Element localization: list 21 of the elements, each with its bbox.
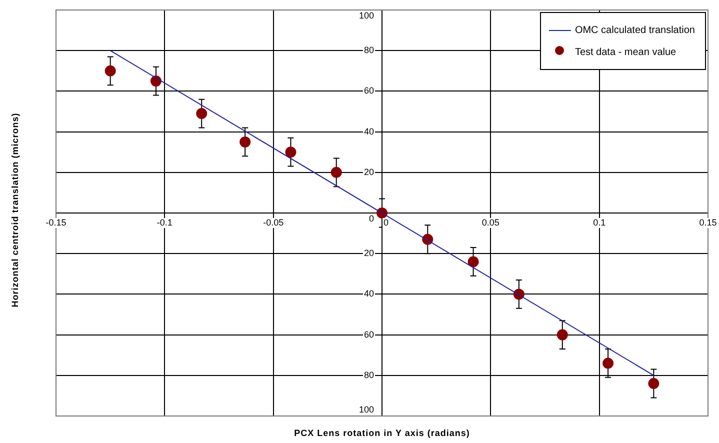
x-tick-label: -0.1 [156, 217, 172, 228]
y-tick-label: 20 [364, 166, 374, 177]
x-tick-label: 0.05 [482, 217, 500, 228]
y-tick-label: 80 [364, 45, 374, 56]
y-tick-label: 80 [364, 370, 374, 380]
y-tick-label: 60 [364, 329, 374, 340]
y-tick-label: 40 [364, 126, 374, 136]
y-tick-label: 100 [358, 10, 374, 20]
y-tick-label: 100 [358, 404, 374, 414]
y-tick-label: 20 [364, 248, 374, 258]
x-tick-label: 0.1 [593, 217, 606, 228]
y-tick-label: 40 [364, 288, 374, 299]
x-axis-title: PCX Lens rotation in Y axis (radians) [293, 428, 471, 438]
legend-label: OMC calculated translation [574, 24, 695, 36]
legend-label: Test data - mean value [574, 46, 676, 58]
x-tick-label: 0 [383, 217, 389, 228]
y-tick-label: 60 [364, 86, 374, 96]
x-tick-label: -0.15 [46, 217, 66, 228]
y-axis-title: Horizontal centroid translation (microns) [10, 112, 20, 310]
x-tick-label: -0.05 [263, 217, 284, 228]
x-tick-label: 0.15 [699, 217, 717, 228]
